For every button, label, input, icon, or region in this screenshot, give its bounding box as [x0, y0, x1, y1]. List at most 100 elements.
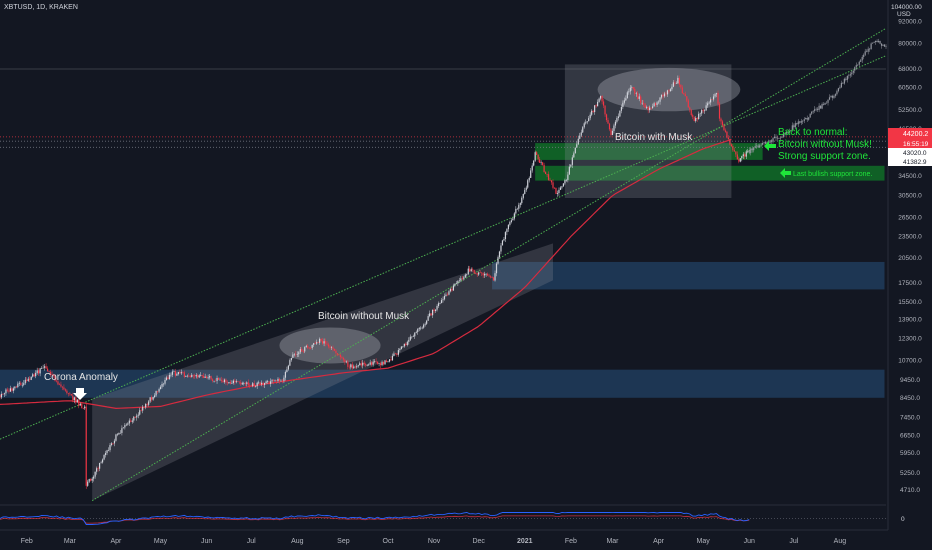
candle-2020-08-05 — [302, 349, 304, 354]
candle-body-2020-07-17 — [274, 380, 276, 382]
candle-2020-11-01 — [433, 307, 435, 314]
candle-2020-06-12 — [222, 377, 224, 383]
candle-body-2020-09-13 — [360, 363, 362, 366]
candle-body-2020-07-14 — [269, 381, 272, 384]
candle-body-2020-05-11 — [174, 371, 177, 376]
candle-body-2020-08-23 — [329, 346, 331, 348]
candle-body-2021-01-11 — [539, 159, 541, 163]
candle-body-2021-02-19 — [597, 101, 599, 107]
candle-2020-08-09 — [308, 346, 310, 350]
candle-2020-04-01 — [115, 433, 117, 442]
candle-2020-02-21 — [55, 378, 58, 383]
candle-body-2020-03-23 — [101, 459, 104, 463]
candle-2020-01-20 — [8, 388, 10, 394]
candle-body-2021-05-18 — [727, 137, 730, 140]
candle-2020-06-23 — [238, 381, 240, 385]
candle-2020-12-17 — [501, 239, 504, 246]
current-price-tag-value: 44200.2 — [903, 131, 928, 138]
candle-2020-05-15 — [180, 369, 182, 375]
candle-2020-04-04 — [119, 430, 122, 434]
candle-2021-04-27 — [696, 117, 698, 122]
candle-body-2021-05-28 — [742, 154, 744, 157]
candle-2020-06-22 — [237, 380, 239, 382]
candle-2020-09-20 — [371, 360, 373, 367]
candle-body-2021-01-05 — [530, 170, 532, 178]
projection-candle-2021-07-13 — [811, 111, 813, 116]
candle-2021-04-21 — [687, 98, 689, 108]
candle-body-2020-01-31 — [24, 379, 26, 384]
projection-candle-2021-06-21 — [778, 137, 780, 140]
candle-body-2020-06-23 — [238, 381, 240, 383]
candle-2020-08-04 — [301, 346, 303, 352]
candle-2020-12-27 — [516, 207, 518, 210]
candle-body-2020-02-27 — [64, 389, 67, 391]
projection-candle-body-2021-08-06 — [846, 75, 848, 80]
candle-2020-09-29 — [384, 360, 386, 365]
candle-body-2020-02-15 — [46, 368, 49, 372]
candle-2020-12-01 — [478, 271, 480, 276]
candle-2020-02-26 — [63, 384, 65, 391]
candle-2020-08-25 — [332, 345, 334, 352]
candle-body-2021-02-25 — [605, 114, 608, 121]
candle-2020-11-20 — [461, 275, 463, 281]
candle-2020-03-05 — [75, 395, 77, 405]
candle-body-2020-06-22 — [237, 381, 239, 382]
candle-2020-09-25 — [378, 362, 380, 367]
candle-2020-05-09 — [171, 369, 174, 378]
candle-body-2020-11-12 — [449, 289, 452, 292]
candle-2021-02-01 — [570, 164, 572, 168]
candle-body-2021-03-24 — [646, 106, 648, 108]
candle-body-2020-09-17 — [366, 365, 368, 366]
level-tag-2-value: 41382.9 — [903, 159, 927, 166]
candle-2020-04-21 — [145, 403, 147, 410]
candle-body-2020-06-04 — [210, 376, 212, 380]
candle-body-2021-05-16 — [724, 130, 727, 132]
candle-body-2020-10-26 — [424, 323, 426, 325]
candle-2020-11-03 — [436, 304, 438, 312]
candle-2021-01-01 — [524, 187, 526, 195]
candle-body-2021-01-30 — [567, 174, 569, 180]
projection-candle-2021-07-18 — [818, 103, 820, 113]
candle-2021-05-18 — [727, 135, 730, 140]
candle-body-2020-09-30 — [385, 360, 388, 363]
candle-body-2020-05-07 — [168, 374, 171, 380]
candle-2020-05-10 — [173, 369, 175, 372]
candle-body-2020-07-29 — [292, 354, 294, 358]
candle-2020-05-21 — [189, 374, 191, 378]
candle-body-2020-08-21 — [326, 343, 328, 345]
candle-body-2020-06-25 — [241, 383, 243, 385]
candle-2020-03-21 — [99, 462, 101, 472]
candle-body-2020-06-30 — [249, 385, 251, 386]
candle-body-2020-06-15 — [226, 382, 229, 384]
candle-body-2020-02-22 — [57, 381, 59, 385]
candle-body-2021-02-24 — [604, 105, 606, 115]
candle-2021-04-26 — [695, 116, 697, 123]
projection-candle-body-2021-06-15 — [769, 140, 771, 143]
candle-2021-04-15 — [678, 75, 680, 88]
candle-2021-03-15 — [632, 86, 634, 91]
candle-2021-05-15 — [723, 124, 725, 131]
candle-2020-12-24 — [512, 217, 514, 221]
candle-body-2020-06-27 — [244, 383, 246, 384]
candle-2020-03-11 — [84, 404, 86, 410]
candle-body-2020-10-16 — [409, 336, 411, 340]
candle-body-2020-07-28 — [290, 357, 292, 361]
candle-2020-07-04 — [255, 385, 257, 388]
candle-body-2021-02-11 — [585, 122, 587, 124]
candle-body-2020-10-25 — [423, 324, 425, 328]
candle-body-2020-11-01 — [433, 309, 435, 311]
candle-body-2020-11-07 — [442, 299, 444, 301]
candle-2020-06-05 — [211, 378, 214, 383]
candle-body-2020-08-05 — [302, 351, 304, 352]
candle-2020-11-07 — [442, 296, 444, 303]
candle-body-2021-05-04 — [707, 103, 709, 106]
candle-2020-11-19 — [460, 276, 462, 283]
candle-body-2020-03-02 — [70, 394, 72, 396]
projection-candle-2021-08-15 — [860, 58, 862, 63]
candle-2020-10-25 — [423, 323, 425, 329]
symbol-label[interactable]: XBTUSD, 1D, KRAKEN — [4, 4, 78, 11]
candle-body-2021-01-06 — [531, 165, 533, 171]
projection-candle-body-2021-07-17 — [817, 108, 819, 110]
time-axis[interactable]: Feb Mar Apr May Jun Jul Aug Sep Oct Nov Dec 2021 Feb… — [21, 538, 847, 545]
